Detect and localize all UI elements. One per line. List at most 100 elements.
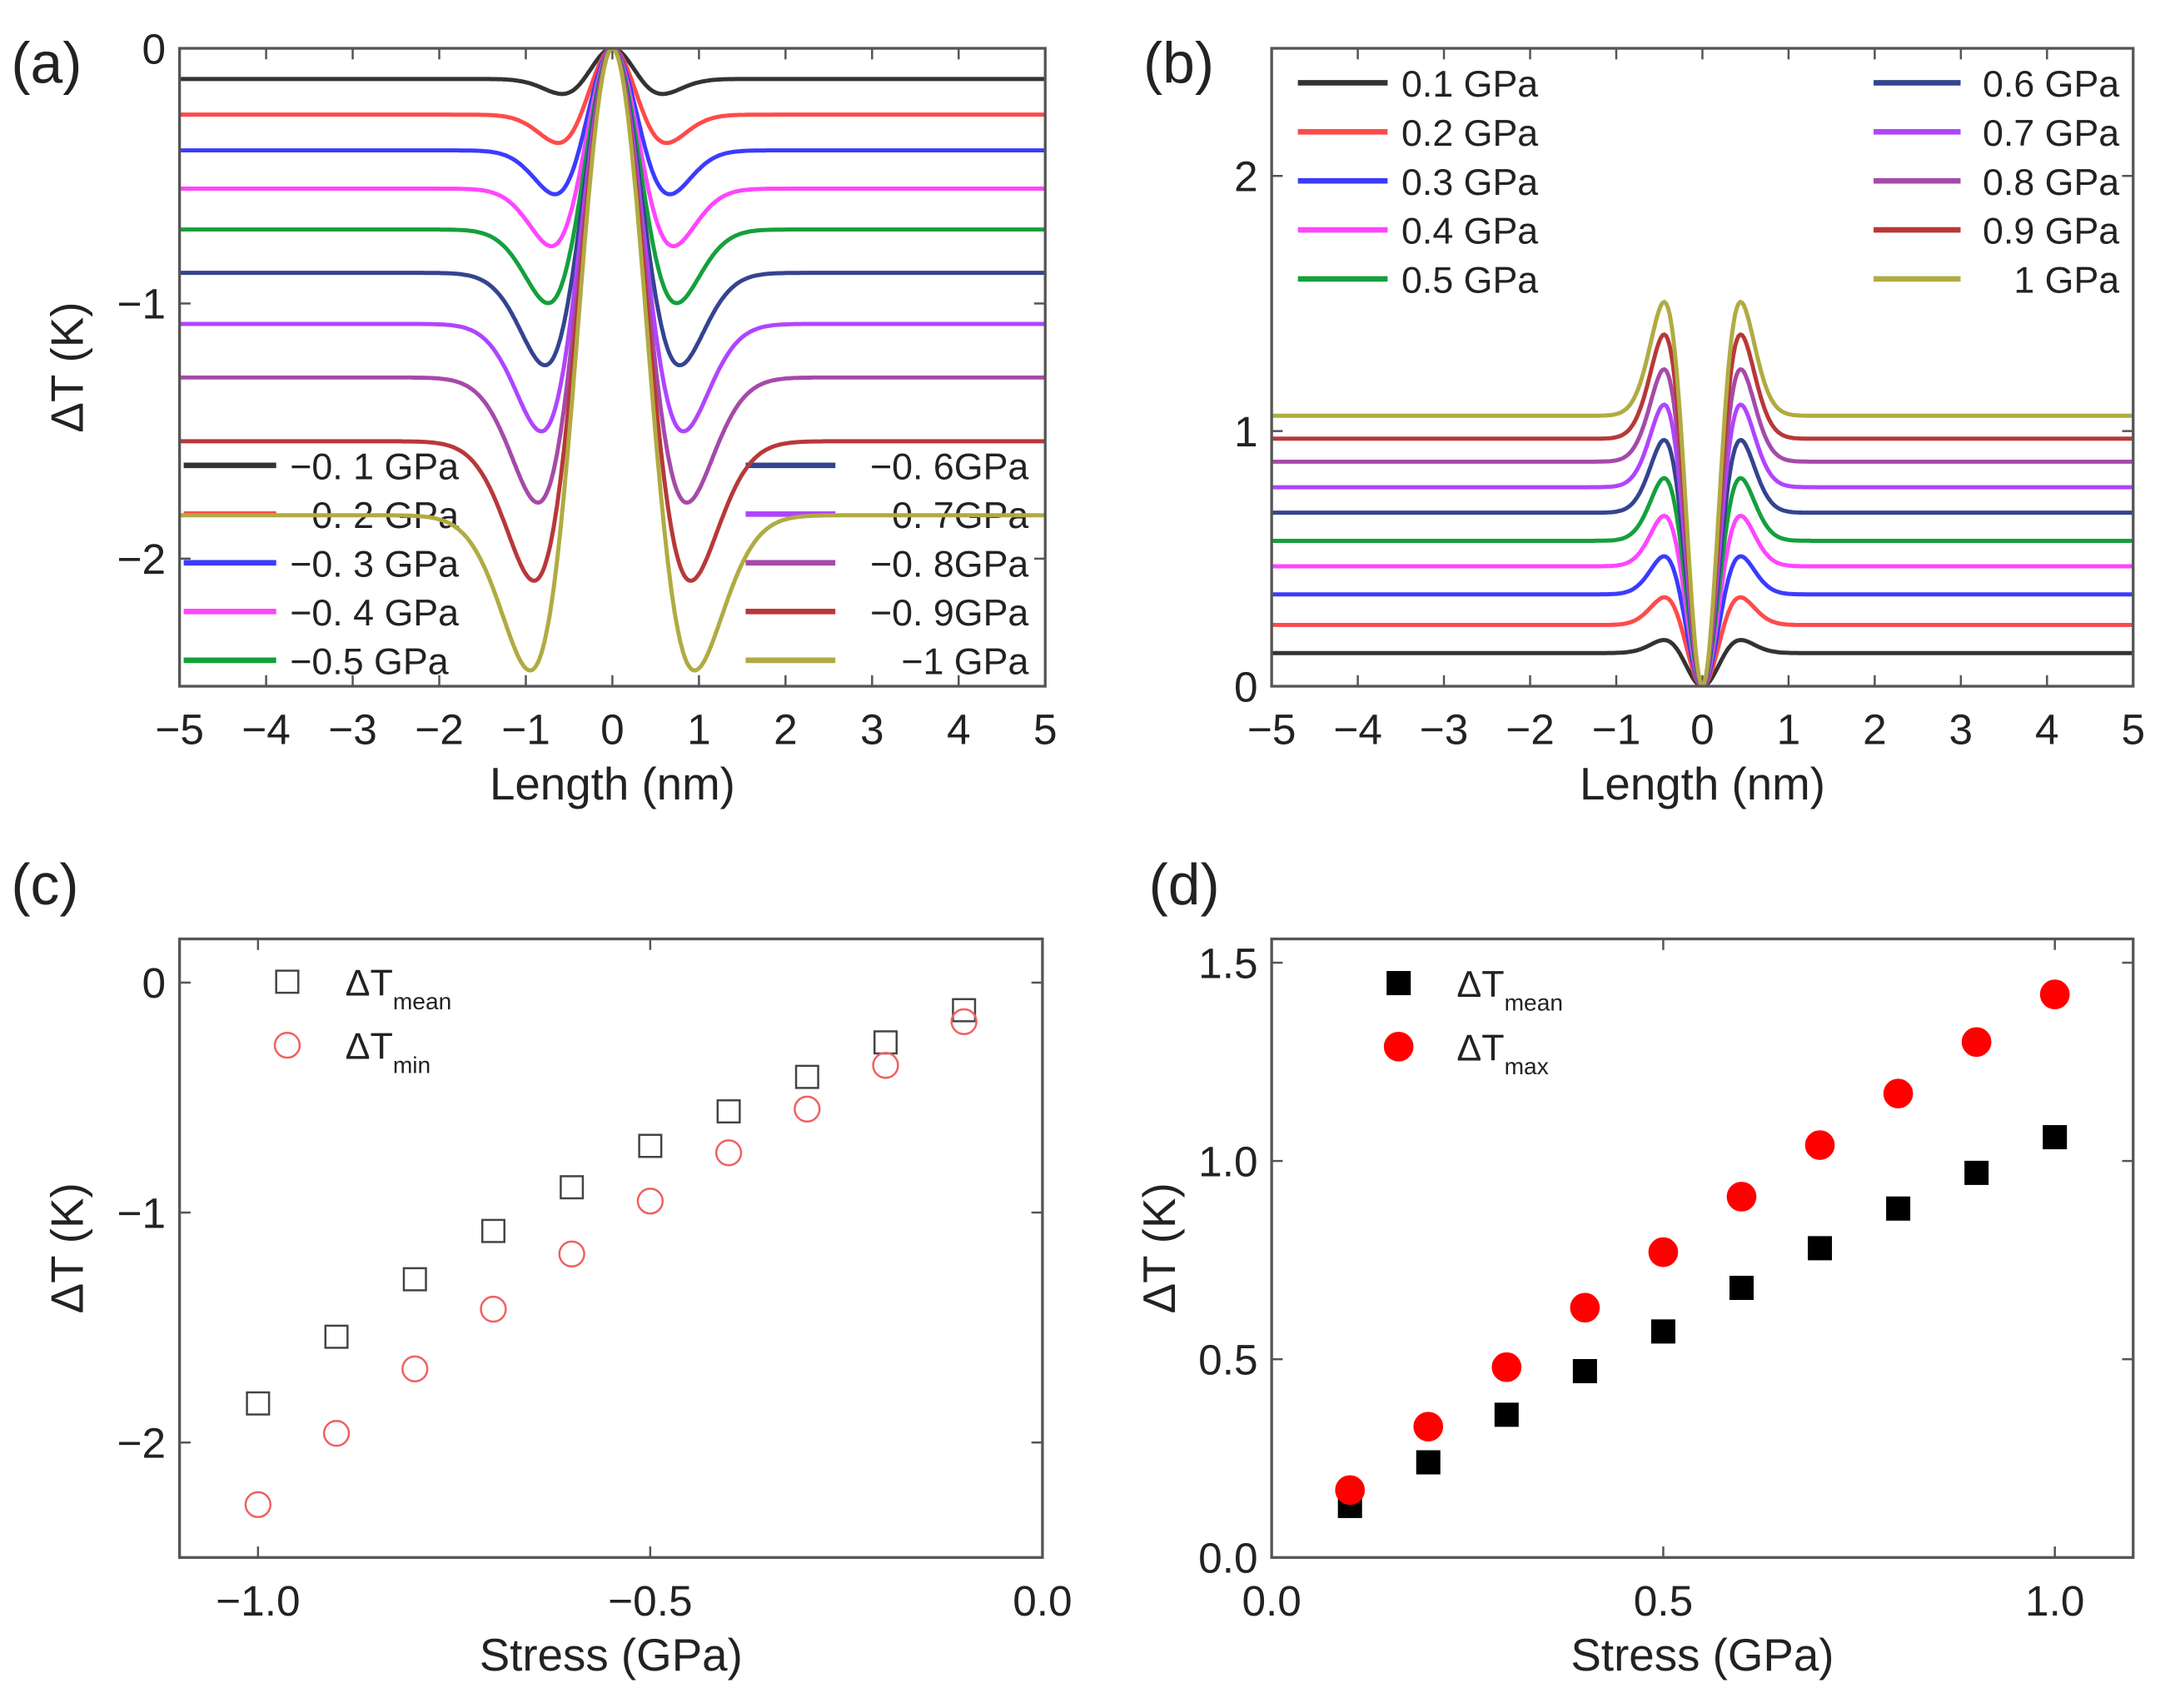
x-tick-label: 1 — [1777, 705, 1801, 754]
series-line — [1272, 513, 2133, 687]
x-axis-label: Length (nm) — [1580, 758, 1825, 809]
data-point — [324, 1324, 349, 1349]
data-point — [246, 1391, 271, 1416]
x-tick-label: 1 — [687, 705, 711, 754]
y-tick-label: −1 — [117, 1188, 166, 1237]
x-tick-label: 5 — [1033, 705, 1058, 754]
data-point — [2039, 979, 2070, 1009]
legend-marker — [275, 969, 300, 994]
series-line — [179, 48, 1046, 197]
legend-label: ΔTmax — [1456, 1027, 1548, 1079]
panel-label: (b) — [1143, 30, 1214, 95]
x-tick-label: −2 — [415, 705, 464, 754]
y-tick-label: −2 — [117, 1418, 166, 1466]
x-tick-label: −4 — [241, 705, 291, 754]
data-point — [636, 1188, 664, 1215]
series-line — [179, 48, 1046, 368]
legend-label: 0.5 GPa — [1401, 260, 1538, 301]
data-point — [480, 1295, 507, 1323]
legend-label: −1 GPa — [901, 640, 1028, 682]
y-tick-label: 0 — [142, 959, 166, 1007]
x-tick-label: −5 — [155, 705, 204, 754]
legend-marker — [1383, 1031, 1414, 1062]
data-point — [558, 1240, 585, 1267]
legend-marker — [1386, 971, 1411, 996]
legend-label: −0. 6GPa — [870, 446, 1028, 487]
y-tick-label: 0 — [142, 24, 166, 72]
data-point — [402, 1267, 427, 1292]
y-axis-label: ΔT (K) — [1133, 1183, 1185, 1313]
panel-a: (a) −5 −4 −3 −2 −1 0 1 2 3 4 5 0 −1 −2 Length (nm) ΔT (K… — [11, 24, 1057, 809]
legend-label: −0. 9GPa — [870, 592, 1028, 634]
data-point — [872, 1052, 899, 1079]
legend-label: −0. 3 GPa — [290, 543, 459, 585]
data-point — [1883, 1078, 1914, 1108]
y-tick-label: 0 — [1234, 662, 1258, 710]
x-axis-label: Stress (GPa) — [1570, 1629, 1834, 1681]
legend-label: ΔTmin — [346, 1026, 431, 1078]
data-point — [401, 1355, 429, 1383]
data-point — [480, 1218, 505, 1243]
data-point — [1491, 1352, 1522, 1382]
y-tick-label: −2 — [117, 535, 166, 583]
plot-frame — [177, 937, 1044, 1559]
legend-label: 0.1 GPa — [1401, 63, 1538, 105]
series-line — [1272, 476, 2133, 687]
y-tick-label: 1.0 — [1198, 1137, 1257, 1185]
x-tick-label: 0.0 — [1242, 1576, 1301, 1625]
data-point — [714, 1139, 743, 1167]
legend-label: 0.4 GPa — [1401, 211, 1538, 252]
x-tick-label: −1 — [1592, 705, 1641, 754]
legend-subscript: max — [1505, 1053, 1549, 1079]
data-point — [1494, 1402, 1519, 1427]
legend-label: ΔTmean — [346, 962, 452, 1014]
x-tick-label: 0.5 — [1634, 1576, 1693, 1625]
legend-label: −0. 8GPa — [870, 543, 1028, 585]
data-point — [244, 1491, 272, 1518]
y-tick-label: 2 — [1234, 152, 1258, 200]
panel-d: (d) 0.0 0.5 1.0 0.0 0.5 1.0 1.5 Stress (GPa) ΔT (… — [1133, 852, 2135, 1681]
y-axis-label: ΔT (K) — [42, 301, 93, 432]
x-tick-label: 1.0 — [2025, 1576, 2084, 1625]
data-point — [1335, 1475, 1366, 1506]
plot-frame — [177, 47, 1047, 688]
series-line — [1272, 331, 2133, 687]
data-point — [950, 1008, 978, 1036]
legend-label: 0.6 GPa — [1983, 63, 2119, 105]
series-line — [1272, 402, 2133, 687]
data-point — [1886, 1196, 1911, 1221]
data-point — [638, 1133, 663, 1158]
y-axis-label: ΔT (K) — [42, 1183, 93, 1313]
plot-frame — [1270, 937, 2135, 1559]
x-tick-label: −3 — [328, 705, 377, 754]
x-tick-label: −1 — [501, 705, 550, 754]
series-line — [179, 48, 1046, 249]
legend-label: 0.7 GPa — [1983, 112, 2119, 154]
data-point — [794, 1095, 821, 1123]
x-tick-label: −1.0 — [216, 1576, 300, 1625]
data-point — [2043, 1125, 2068, 1150]
data-point — [1650, 1319, 1675, 1344]
x-tick-label: 2 — [774, 705, 798, 754]
legend-label: −0. 4 GPa — [290, 592, 459, 634]
y-tick-label: −1 — [117, 280, 166, 328]
series-line — [179, 48, 1046, 673]
legend-label: 1 GPa — [2013, 260, 2119, 301]
plot-frame — [1270, 47, 2135, 688]
data-point — [1413, 1412, 1444, 1442]
series-line — [1272, 366, 2133, 687]
x-tick-label: −4 — [1333, 705, 1382, 754]
data-point — [716, 1099, 741, 1124]
legend-marker — [273, 1031, 301, 1059]
data-point — [794, 1064, 819, 1089]
data-point — [1572, 1358, 1597, 1383]
legend-label: 0.3 GPa — [1401, 162, 1538, 203]
series-line — [179, 48, 1046, 434]
data-point — [1808, 1236, 1833, 1261]
data-point — [1961, 1027, 1992, 1058]
series-line — [179, 48, 1046, 97]
panel-label: (a) — [11, 30, 82, 95]
x-tick-label: 3 — [860, 705, 884, 754]
series-line — [1272, 299, 2133, 687]
